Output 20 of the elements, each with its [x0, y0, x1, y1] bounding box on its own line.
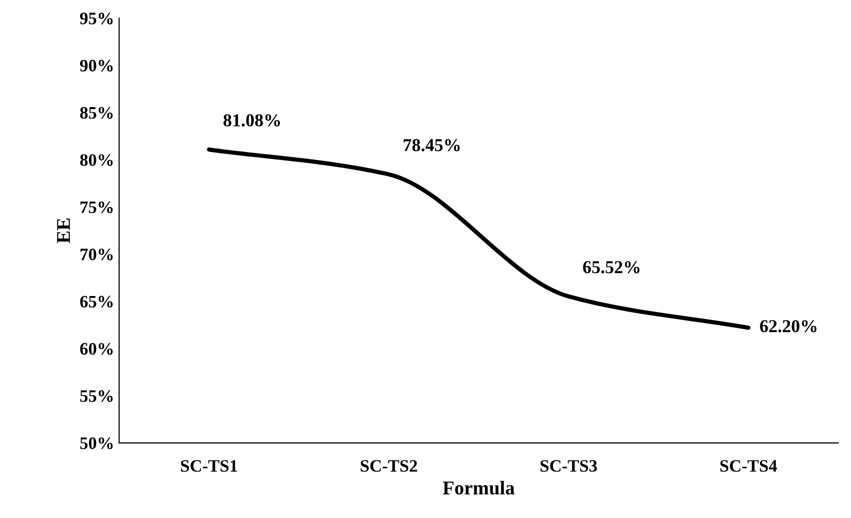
y-tick-label: 80%: [80, 154, 113, 166]
data-label: 65.52%: [583, 261, 640, 274]
y-tick-label: 95%: [80, 12, 113, 24]
x-tick-label: SC-TS2: [360, 460, 417, 472]
y-tick-label: 90%: [80, 60, 113, 72]
y-axis-title: EE: [57, 218, 70, 244]
data-label: 78.45%: [404, 139, 460, 152]
x-tick-label: SC-TS3: [540, 460, 597, 472]
y-tick-label: 70%: [80, 248, 113, 260]
data-label: 81.08%: [224, 114, 280, 126]
x-tick-label: SC-TS1: [181, 460, 238, 472]
y-tick-label: 75%: [80, 201, 113, 214]
y-tick-label: 85%: [80, 107, 113, 119]
y-tick-label: 65%: [80, 296, 113, 308]
y-tick-label: 50%: [80, 437, 113, 450]
y-tick-label: 60%: [80, 342, 113, 355]
data-label: 62.20%: [760, 320, 816, 332]
x-tick-label: SC-TS4: [720, 460, 777, 472]
x-axis-title: Formula: [442, 480, 515, 495]
y-tick-label: 55%: [80, 390, 113, 402]
